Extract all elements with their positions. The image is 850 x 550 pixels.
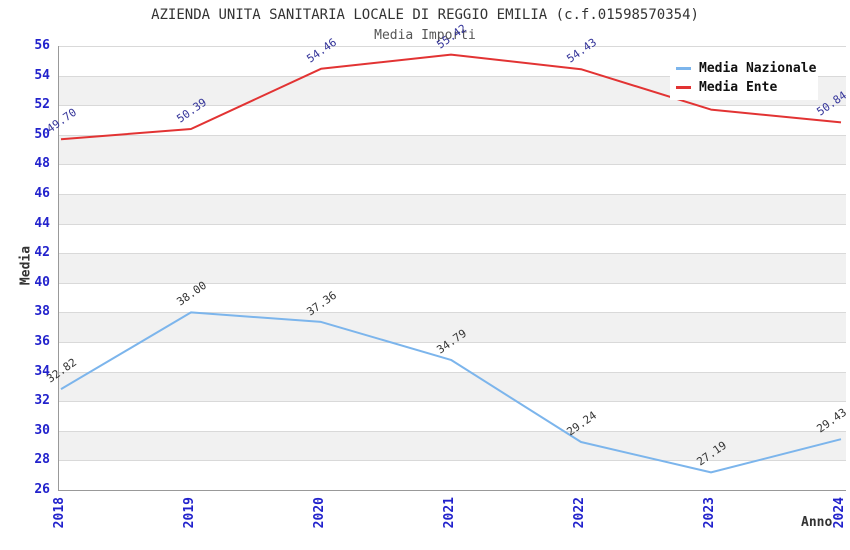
plot-area	[58, 46, 846, 491]
legend-marker-icon	[676, 67, 691, 70]
x-tick-label: 2023	[702, 497, 717, 529]
y-tick-label: 50	[34, 126, 50, 142]
y-tick-label: 36	[34, 334, 50, 349]
x-tick-label: 2022	[572, 497, 587, 529]
y-tick-label: 56	[34, 38, 50, 53]
x-tick-label: 2020	[312, 497, 327, 529]
plot-band	[59, 282, 846, 313]
y-tick-label: 30	[34, 422, 50, 438]
y-tick-label: 40	[34, 274, 50, 290]
legend-item-media-nazionale: Media Nazionale	[674, 59, 818, 78]
series-lines	[60, 53, 842, 474]
y-tick-label: 28	[34, 452, 50, 468]
chart-title: AZIENDA UNITA SANITARIA LOCALE DI REGGIO…	[151, 7, 699, 23]
y-tick-label: 54	[34, 67, 50, 83]
x-tick-label: 2019	[182, 497, 197, 529]
x-axis-title: Anno	[801, 515, 833, 530]
plot-band	[59, 460, 846, 490]
y-tick-label: 46	[34, 186, 50, 201]
plot-band	[59, 371, 846, 402]
plot-band	[59, 342, 846, 372]
y-tick-label: 42	[34, 245, 50, 261]
chart-subtitle: Media Importi	[374, 28, 476, 43]
y-tick-label: 52	[34, 97, 50, 113]
legend-item-media-ente: Media Ente	[674, 78, 818, 97]
x-tick-label: 2018	[52, 497, 67, 529]
plot-band	[59, 253, 846, 283]
y-tick-label: 44	[34, 215, 50, 231]
legend-marker-icon	[676, 86, 691, 89]
y-tick-label: 48	[34, 156, 50, 172]
plot-band	[59, 223, 846, 254]
plot-band	[59, 430, 846, 461]
y-tick-label: 34	[34, 363, 50, 379]
y-tick-label: 38	[34, 304, 50, 320]
plot-band	[59, 134, 846, 165]
x-tick-label: 2021	[442, 497, 457, 529]
legend-item-label: Media Nazionale	[699, 61, 817, 76]
plot-band	[59, 164, 846, 194]
plot-band	[59, 312, 846, 342]
series-line-media-ente	[60, 53, 842, 141]
legend-item-label: Media Ente	[699, 80, 778, 95]
series-line-media-nazionale	[60, 311, 842, 474]
legend: Media Nazionale Media Ente	[670, 57, 818, 100]
plot-band	[59, 401, 846, 431]
y-tick-label: 26	[34, 482, 50, 497]
plot-band	[59, 194, 846, 224]
y-tick-label: 32	[34, 393, 50, 409]
x-tick-label: 2024	[832, 497, 847, 529]
